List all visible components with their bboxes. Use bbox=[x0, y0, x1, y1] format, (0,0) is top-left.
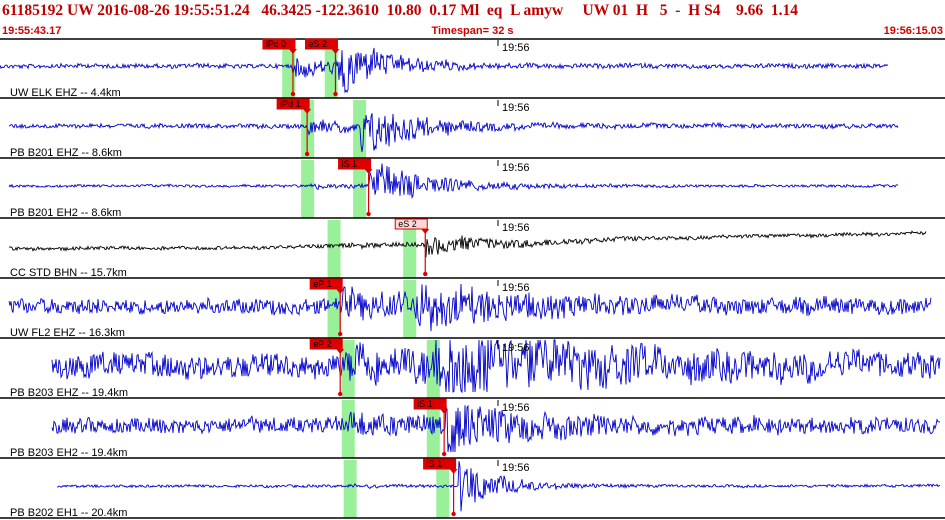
pick-dot bbox=[451, 511, 456, 517]
waveform-trace bbox=[51, 339, 941, 394]
phase-window bbox=[327, 280, 341, 338]
pick-label: iS 1 bbox=[427, 459, 443, 469]
time-mark-label: 19:56 bbox=[502, 222, 530, 234]
pick-label: eP 2 bbox=[313, 339, 331, 349]
pick-label: iS 1 bbox=[342, 159, 358, 169]
pick-label-box bbox=[276, 98, 310, 110]
trace-row[interactable]: 19:56 eP 2 PB B203 EHZ -- 19.4km bbox=[0, 338, 945, 399]
event-summary-header: 61185192 UW 2016-08-26 19:55:51.24 46.34… bbox=[2, 2, 798, 19]
trace-row[interactable]: 19:56 iS 1 PB B202 EH1 -- 20.4km bbox=[0, 458, 945, 519]
seismogram-panel[interactable]: 19:56 iPc 0 eS 2 UW ELK EHZ -- 4.4km 19:56 iP… bbox=[0, 38, 945, 520]
station-label: PB B203 EH2 -- 19.4km bbox=[10, 447, 127, 459]
time-mark-label: 19:56 bbox=[502, 402, 530, 414]
phase-pick[interactable]: iS 1 bbox=[423, 458, 458, 517]
station-label: PB B202 EH1 -- 20.4km bbox=[10, 507, 127, 519]
time-mark-label: 19:56 bbox=[502, 102, 530, 114]
trace-row[interactable]: 19:56 eS 2 CC STD BHN -- 15.7km bbox=[0, 218, 945, 279]
phase-window bbox=[343, 460, 357, 518]
phase-window bbox=[353, 160, 367, 218]
time-mark-label: 19:56 bbox=[502, 42, 530, 54]
pick-label-box bbox=[338, 158, 372, 170]
trace-row[interactable]: 19:56 eP 1 UW FL2 EHZ -- 16.3km bbox=[0, 278, 945, 339]
trace-row[interactable]: 19:56 iPc 0 eS 2 UW ELK EHZ -- 4.4km bbox=[0, 38, 945, 99]
phase-window bbox=[282, 40, 296, 98]
pick-label: iPd 1 bbox=[280, 99, 301, 109]
pick-dot bbox=[333, 91, 338, 97]
phase-window bbox=[301, 160, 315, 218]
time-mark-label: 19:56 bbox=[502, 162, 530, 174]
time-mark-label: 19:56 bbox=[502, 282, 530, 294]
phase-window bbox=[403, 220, 417, 278]
waveform-trace bbox=[8, 163, 899, 199]
phase-window bbox=[436, 460, 450, 518]
time-mark-label: 19:56 bbox=[502, 462, 530, 474]
waveform-trace bbox=[56, 461, 941, 512]
pick-dot bbox=[423, 271, 428, 277]
pick-dot bbox=[338, 331, 343, 337]
pick-dot bbox=[338, 391, 343, 397]
waveform-trace bbox=[0, 47, 889, 94]
phase-pick[interactable]: iPd 1 bbox=[276, 98, 312, 157]
time-mark-label: 19:56 bbox=[502, 342, 530, 354]
pick-dot bbox=[366, 211, 371, 217]
trace-row[interactable]: 19:56 iPd 1 PB B201 EHZ -- 8.6km bbox=[0, 98, 945, 159]
waveform-trace bbox=[8, 113, 899, 153]
pick-label-box bbox=[262, 38, 296, 50]
pick-label-box bbox=[413, 398, 447, 410]
window-start-time: 19:55:43.17 bbox=[2, 25, 62, 37]
window-end-time: 19:56:15.03 bbox=[883, 25, 943, 37]
station-label: PB B203 EHZ -- 19.4km bbox=[10, 387, 128, 399]
pick-label-box bbox=[423, 458, 457, 470]
phase-pick[interactable]: eS 2 bbox=[394, 218, 430, 277]
pick-label-box bbox=[309, 278, 343, 290]
phase-pick[interactable]: eP 2 bbox=[309, 338, 345, 397]
station-label: PB B201 EHZ -- 8.6km bbox=[10, 147, 122, 159]
phase-pick[interactable]: eP 1 bbox=[309, 278, 345, 337]
pick-label-box bbox=[304, 38, 338, 50]
pick-label: iPc 0 bbox=[266, 39, 286, 49]
trace-row[interactable]: 19:56 iS 1 PB B203 EH2 -- 19.4km bbox=[0, 398, 945, 459]
phase-pick[interactable]: iS 1 bbox=[413, 398, 449, 457]
waveform-trace bbox=[8, 230, 927, 258]
pick-dot bbox=[290, 91, 296, 97]
pick-dot bbox=[441, 451, 447, 457]
phase-window bbox=[403, 280, 417, 338]
phase-window bbox=[324, 40, 338, 98]
pick-label: eS 2 bbox=[308, 39, 327, 49]
waveform-trace bbox=[51, 404, 941, 453]
phase-pick[interactable]: iPc 0 bbox=[262, 38, 297, 97]
trace-row[interactable]: 19:56 iS 1 PB B201 EH2 -- 8.6km bbox=[0, 158, 945, 219]
phase-pick[interactable]: iS 1 bbox=[338, 158, 373, 217]
time-range-bar: 19:55:43.17 Timespan= 32 s 19:56:15.03 bbox=[0, 24, 945, 38]
pick-label: eS 2 bbox=[398, 219, 417, 229]
pick-label: eP 1 bbox=[313, 279, 331, 289]
phase-window bbox=[327, 220, 341, 278]
station-label: CC STD BHN -- 15.7km bbox=[10, 267, 127, 279]
pick-dot bbox=[304, 151, 310, 157]
pick-label-box bbox=[394, 218, 428, 230]
phase-pick[interactable]: eS 2 bbox=[304, 38, 340, 97]
station-label: PB B201 EH2 -- 8.6km bbox=[10, 207, 121, 219]
station-label: UW ELK EHZ -- 4.4km bbox=[10, 87, 121, 99]
station-label: UW FL2 EHZ -- 16.3km bbox=[10, 327, 125, 339]
waveform-trace bbox=[8, 283, 932, 332]
pick-label-box bbox=[309, 338, 343, 350]
timespan-label: Timespan= 32 s bbox=[431, 25, 514, 37]
pick-label: iS 1 bbox=[417, 399, 433, 409]
